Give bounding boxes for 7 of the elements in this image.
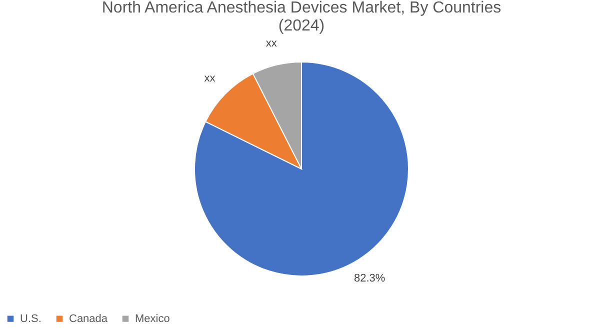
legend-label: Mexico	[135, 312, 170, 325]
data-label: xx	[266, 38, 278, 50]
legend-label: U.S.	[20, 312, 42, 325]
data-label: xx	[204, 72, 216, 84]
data-label: 82.3%	[354, 272, 386, 285]
legend-label: Canada	[69, 312, 108, 325]
chart-title: North America Anesthesia Devices Market, By Countries (2024)	[102, 0, 502, 35]
